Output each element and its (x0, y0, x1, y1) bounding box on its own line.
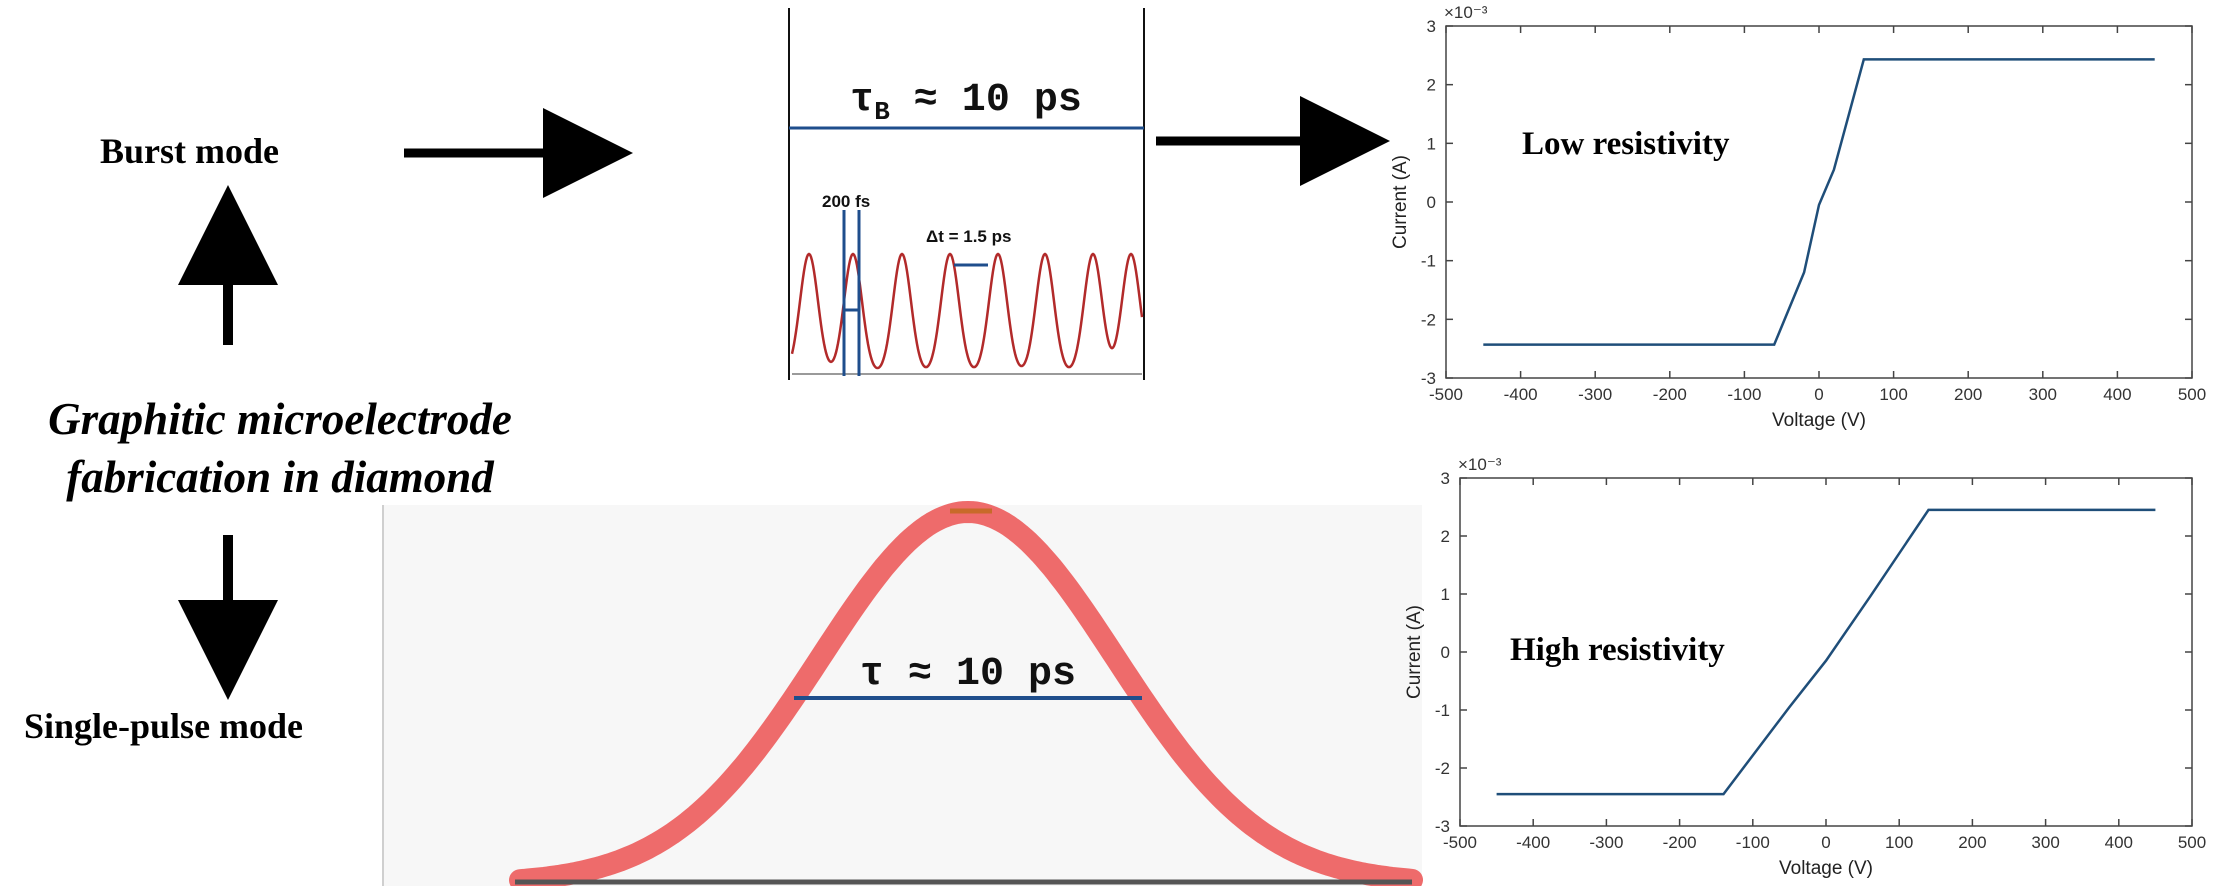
y-tick-label: 3 (1427, 17, 1436, 36)
y-tick-label: 0 (1427, 193, 1436, 212)
x-tick-label: 200 (1958, 833, 1986, 852)
x-tick-label: 300 (2029, 385, 2057, 404)
y-tick-label: -3 (1435, 817, 1450, 836)
burst-mode-label: Burst mode (100, 131, 279, 171)
x-tick-label: -100 (1727, 385, 1761, 404)
x-tick-label: 500 (2178, 385, 2206, 404)
y-tick-label: 2 (1427, 76, 1436, 95)
burst-envelope-label: τB ≈ 10 ps (850, 78, 1082, 127)
y-tick-label: -1 (1421, 252, 1436, 271)
iv-chart-low: -500 -400 -300 -200 -100 0 100 200 300 400 500 3 2 1 0… (1390, 3, 2206, 431)
iv-chart-high: -500 -400 -300 -200 -100 0 100 200 300 400 500 3 2 1 0… (1404, 455, 2206, 879)
y-tick-label: 3 (1441, 469, 1450, 488)
y-axis-label: Current (A) (1404, 605, 1425, 699)
y-tick-label: 1 (1427, 134, 1436, 153)
single-pulse-panel: τ ≈ 10 ps (382, 501, 1423, 886)
y-exponent-label: ×10⁻³ (1458, 455, 1502, 474)
pulse-train (790, 252, 1144, 370)
x-tick-label: 400 (2105, 833, 2133, 852)
x-tick-label: -300 (1589, 833, 1623, 852)
x-tick-label: -400 (1516, 833, 1550, 852)
iv-curve-low (1483, 58, 2155, 346)
x-tick-label: -400 (1504, 385, 1538, 404)
x-tick-label: 500 (2178, 833, 2206, 852)
single-pulse-mode-label: Single-pulse mode (24, 706, 304, 746)
center-title-line1: Graphitic microelectrode (48, 394, 512, 444)
x-tick-label: -200 (1663, 833, 1697, 852)
pulse-width-label: 200 fs (822, 192, 870, 211)
low-resistivity-label: Low resistivity (1522, 126, 1730, 162)
y-axis-label: Current (A) (1390, 155, 1411, 249)
y-tick-label: -2 (1421, 310, 1436, 329)
single-duration-label: τ ≈ 10 ps (860, 652, 1076, 697)
x-tick-label: -300 (1578, 385, 1612, 404)
x-axis-label: Voltage (V) (1772, 410, 1866, 431)
burst-pulse-panel: τB ≈ 10 ps 200 fs Δt = 1.5 ps (788, 8, 1145, 380)
high-resistivity-label: High resistivity (1510, 632, 1725, 668)
y-tick-label: -1 (1435, 701, 1450, 720)
iv-curve-high (1496, 508, 2156, 796)
y-tick-label: 2 (1441, 527, 1450, 546)
y-tick-label: 0 (1441, 643, 1450, 662)
iv-axes-box-high (1459, 477, 2193, 827)
y-exponent-label: ×10⁻³ (1444, 3, 1488, 22)
center-title-line2: fabrication in diamond (66, 452, 494, 502)
x-tick-label: -200 (1653, 385, 1687, 404)
x-tick-label: -100 (1736, 833, 1770, 852)
pulse-spacing-label: Δt = 1.5 ps (926, 227, 1011, 246)
x-tick-label: 400 (2103, 385, 2131, 404)
x-tick-label: 100 (1885, 833, 1913, 852)
center-title: Graphitic microelectrode fabrication in … (0, 390, 560, 506)
x-tick-label: 100 (1879, 385, 1907, 404)
y-tick-label: -3 (1421, 369, 1436, 388)
x-tick-label: 0 (1821, 833, 1830, 852)
x-tick-label: 0 (1814, 385, 1823, 404)
x-tick-label: 200 (1954, 385, 1982, 404)
x-tick-label: -500 (1429, 385, 1463, 404)
x-tick-label: 300 (2031, 833, 2059, 852)
x-tick-label: -500 (1443, 833, 1477, 852)
y-tick-label: -2 (1435, 759, 1450, 778)
x-axis-label: Voltage (V) (1779, 858, 1873, 879)
y-tick-label: 1 (1441, 585, 1450, 604)
